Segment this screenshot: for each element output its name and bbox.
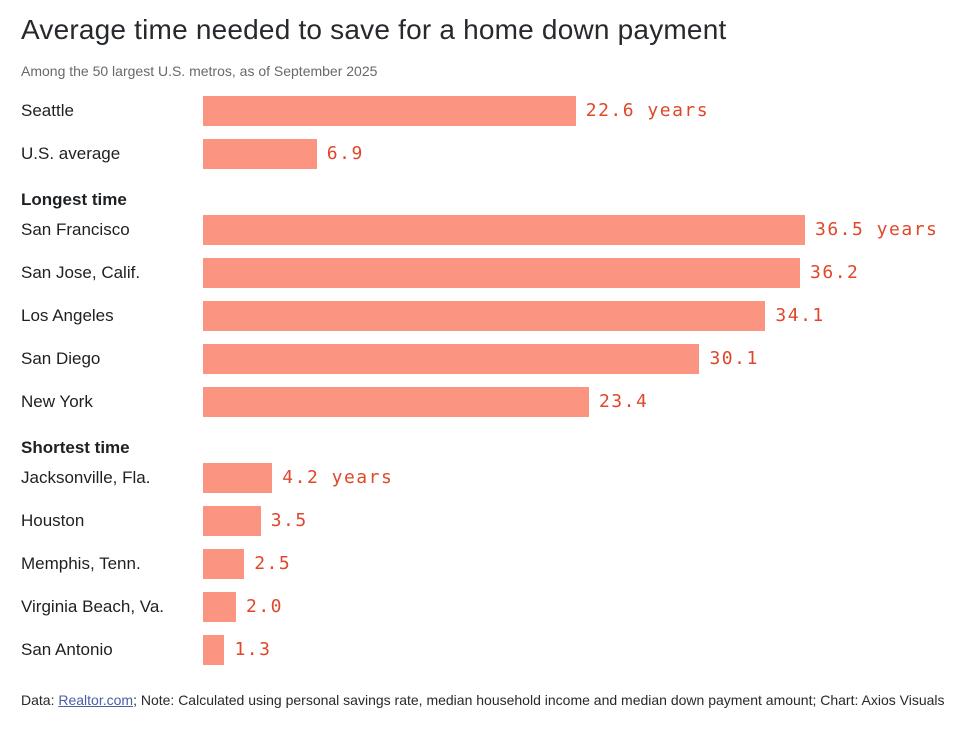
bar [203, 138, 317, 169]
bar-row: Los Angeles 34.1 [21, 294, 953, 337]
bar [203, 386, 589, 417]
row-label: San Francisco [21, 219, 130, 239]
value-label: 4.2 years [282, 467, 394, 488]
chart-subtitle: Among the 50 largest U.S. metros, as of … [21, 63, 378, 79]
bar-row: San Jose, Calif. 36.2 [21, 251, 953, 294]
footer-note: Data: Realtor.com; Note: Calculated usin… [21, 685, 953, 715]
value-label: 3.5 [270, 510, 308, 531]
row-label: Los Angeles [21, 305, 114, 325]
chart-card: Average time needed to save for a home d… [21, 14, 953, 715]
bar-row: New York 23.4 [21, 380, 953, 423]
bar [203, 591, 236, 622]
value-label: 36.2 [810, 262, 860, 283]
value-label: 1.3 [234, 639, 272, 660]
bar [203, 505, 261, 536]
row-label: U.S. average [21, 143, 121, 163]
chart: Seattle 22.6 years U.S. average 6.9 Longest … [21, 89, 953, 671]
row-label: Seattle [21, 100, 74, 120]
value-label: 36.5 years [815, 219, 939, 240]
bar [203, 214, 805, 245]
bar [203, 343, 700, 374]
section-header: Longest time [21, 190, 127, 209]
bar [203, 300, 766, 331]
row-label: Memphis, Tenn. [21, 553, 141, 573]
bar [203, 95, 576, 126]
row-label: New York [21, 391, 93, 411]
value-label: 2.0 [245, 596, 283, 617]
source-link[interactable]: Realtor.com [58, 692, 134, 708]
footer-data-prefix: Data: [21, 692, 59, 708]
bar-row: Jacksonville, Fla. 4.2 years [21, 456, 953, 499]
row-label: San Diego [21, 348, 101, 368]
row-label: San Antonio [21, 639, 113, 659]
value-label: 30.1 [709, 348, 759, 369]
chart-title: Average time needed to save for a home d… [21, 14, 727, 45]
value-label: 22.6 years [585, 100, 710, 121]
bar-row: Houston 3.5 [21, 499, 953, 542]
value-label: 2.5 [254, 553, 292, 574]
value-label: 6.9 [326, 143, 364, 164]
bar-row: San Antonio 1.3 [21, 628, 953, 671]
bar-row: Seattle 22.6 years [21, 89, 953, 132]
bar-row: Virginia Beach, Va. 2.0 [21, 585, 953, 628]
bar-row: San Francisco 36.5 years [21, 208, 953, 251]
bar-row: U.S. average 6.9 [21, 132, 953, 175]
row-label: Virginia Beach, Va. [21, 596, 165, 616]
bar [203, 548, 245, 579]
section-header: Shortest time [21, 438, 130, 457]
bar [203, 634, 225, 665]
bar-row: Memphis, Tenn. 2.5 [21, 542, 953, 585]
bar [203, 257, 801, 288]
bar [203, 462, 273, 493]
row-label: Houston [21, 510, 85, 530]
row-label: Jacksonville, Fla. [21, 467, 151, 487]
row-label: San Jose, Calif. [21, 262, 141, 282]
bar-row: San Diego 30.1 [21, 337, 953, 380]
footer-note-text: ; Note: Calculated using personal saving… [133, 692, 945, 708]
value-label: 34.1 [775, 305, 825, 326]
value-label: 23.4 [598, 391, 649, 412]
